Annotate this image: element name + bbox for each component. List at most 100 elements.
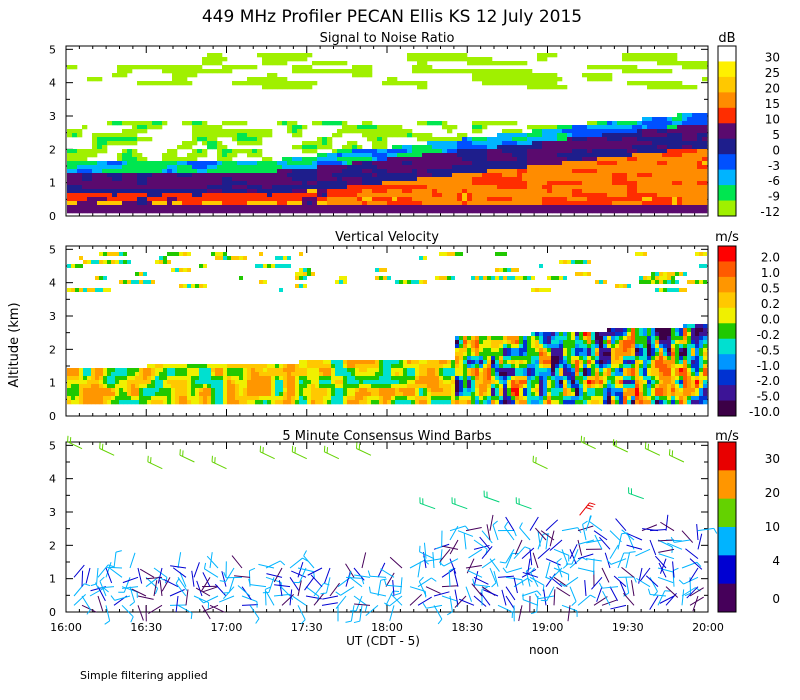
velocity-cell (175, 376, 180, 381)
velocity-cell (499, 364, 504, 369)
snr-cell (617, 161, 623, 166)
snr-cell (542, 125, 548, 130)
snr-cell (297, 69, 303, 74)
snr-cell (142, 209, 148, 214)
velocity-cell (195, 384, 200, 389)
snr-cell (692, 173, 698, 178)
velocity-cell (351, 364, 356, 369)
velocity-cell (183, 372, 188, 377)
snr-cell (252, 81, 258, 86)
snr-cell (447, 185, 453, 190)
snr-cell (382, 209, 388, 214)
snr-cell (282, 181, 288, 186)
snr-cell (682, 153, 688, 158)
snr-cell (117, 141, 123, 146)
snr-cell (202, 121, 208, 126)
velocity-cell (339, 276, 343, 280)
snr-cell (362, 161, 368, 166)
velocity-cell (531, 348, 536, 353)
snr-cell (272, 53, 278, 58)
velocity-cell (423, 368, 428, 373)
snr-cell (362, 197, 368, 202)
snr-cell (292, 201, 298, 206)
velocity-cell (511, 400, 516, 405)
velocity-cell (435, 360, 440, 365)
snr-cell (362, 185, 368, 190)
snr-cell (192, 157, 198, 162)
snr-cell (677, 125, 683, 130)
snr-cell (622, 149, 628, 154)
snr-cell (672, 85, 678, 90)
velocity-cell (475, 276, 479, 280)
snr-cell (277, 201, 283, 206)
snr-cell (472, 181, 478, 186)
velocity-cell (399, 368, 404, 373)
snr-cell (552, 185, 558, 190)
snr-cell (542, 173, 548, 178)
snr-cell (502, 161, 508, 166)
velocity-cell (291, 380, 296, 385)
snr-cell (647, 57, 653, 62)
snr-cell (232, 133, 238, 138)
snr-cell (467, 161, 473, 166)
snr-cell (587, 77, 593, 82)
snr-cell (602, 161, 608, 166)
velocity-cell (467, 348, 472, 353)
velocity-cell (503, 356, 508, 361)
snr-cell (182, 169, 188, 174)
snr-cell (432, 209, 438, 214)
snr-cell (647, 173, 653, 178)
snr-cell (562, 169, 568, 174)
snr-cell (702, 169, 708, 174)
velocity-cell (491, 356, 496, 361)
velocity-cell (535, 344, 540, 349)
snr-cell (397, 157, 403, 162)
snr-cell (627, 205, 633, 210)
snr-cell (422, 205, 428, 210)
velocity-cell (299, 372, 304, 377)
snr-cell (602, 157, 608, 162)
snr-cell (302, 173, 308, 178)
velocity-cell (71, 396, 76, 401)
velocity-cell (383, 360, 388, 365)
velocity-cell (263, 380, 268, 385)
velocity-cell (455, 340, 460, 345)
snr-cell (672, 169, 678, 174)
snr-cell (367, 177, 373, 182)
velocity-cell (271, 388, 276, 393)
velocity-cell (447, 364, 452, 369)
snr-cell (307, 169, 313, 174)
snr-cell (172, 205, 178, 210)
velocity-cell (199, 380, 204, 385)
snr-cell (127, 173, 133, 178)
snr-cell (102, 141, 108, 146)
snr-cell (157, 201, 163, 206)
snr-cell (492, 169, 498, 174)
velocity-cell (183, 268, 187, 272)
velocity-cell (195, 376, 200, 381)
velocity-cell (187, 284, 191, 288)
snr-cell (622, 65, 628, 70)
snr-cell (602, 129, 608, 134)
snr-cell (522, 153, 528, 158)
snr-cell (642, 69, 648, 74)
velocity-cell (315, 396, 320, 401)
snr-cell (557, 141, 563, 146)
snr-cell (367, 157, 373, 162)
snr-cell (202, 133, 208, 138)
snr-cell (292, 129, 298, 134)
snr-cell (367, 65, 373, 70)
snr-cell (637, 141, 643, 146)
velocity-cell (239, 364, 244, 369)
snr-cell (607, 177, 613, 182)
snr-cell (407, 157, 413, 162)
snr-cell (642, 149, 648, 154)
snr-cell (87, 161, 93, 166)
velocity-cell (559, 336, 564, 341)
velocity-cell (455, 348, 460, 353)
snr-cell (387, 177, 393, 182)
snr-cell (407, 149, 413, 154)
snr-cell (577, 197, 583, 202)
snr-cell (692, 189, 698, 194)
velocity-cell (111, 396, 116, 401)
